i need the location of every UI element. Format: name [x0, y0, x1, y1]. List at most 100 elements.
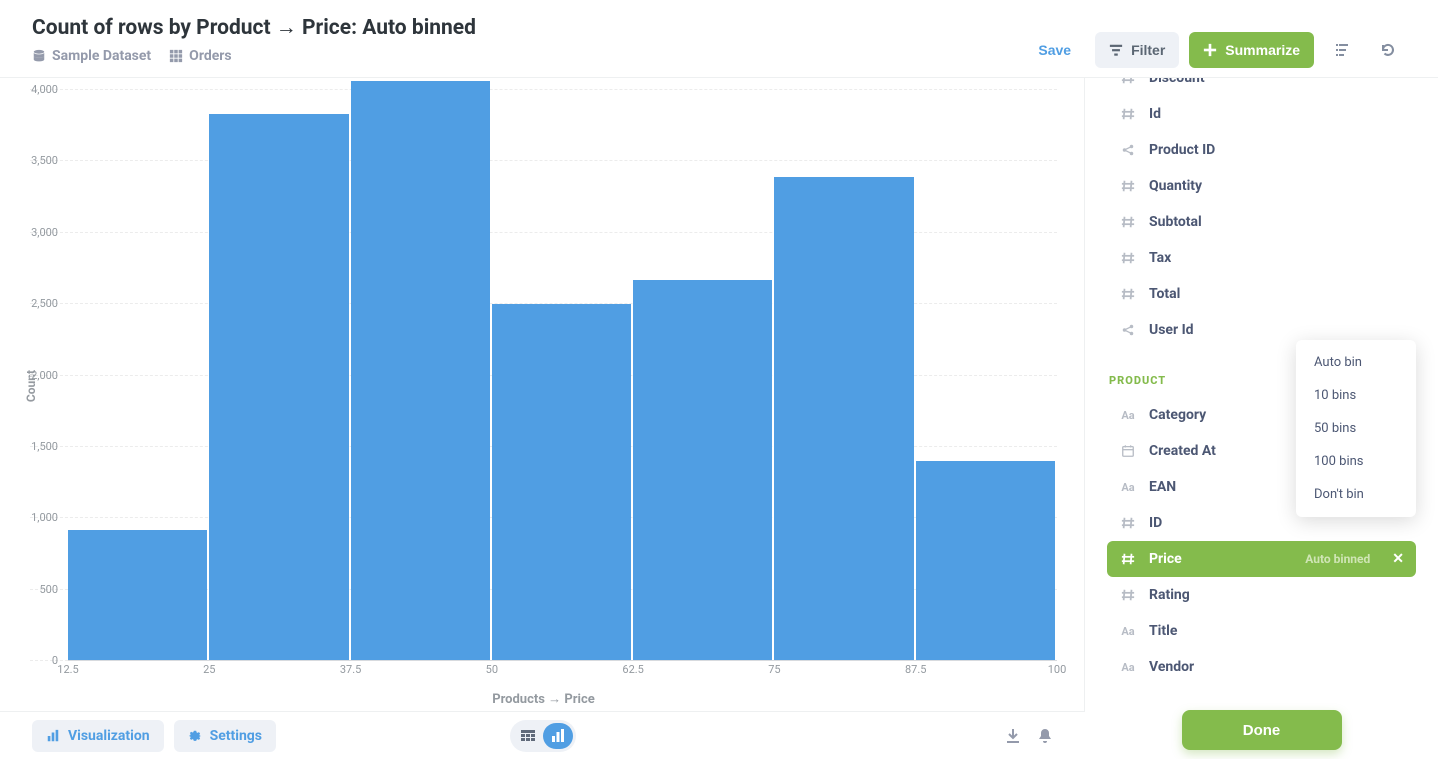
- hash-icon: [1119, 215, 1137, 229]
- bar-4[interactable]: [633, 280, 772, 661]
- summarize-button[interactable]: Summarize: [1189, 32, 1314, 68]
- field-quantity[interactable]: Quantity: [1107, 168, 1416, 204]
- bar-1[interactable]: [209, 114, 348, 661]
- field-subtotal[interactable]: Subtotal: [1107, 204, 1416, 240]
- refresh-icon[interactable]: [1370, 32, 1406, 68]
- field-label: Price: [1149, 551, 1182, 567]
- header-actions: Save Filter Summarize: [1024, 16, 1406, 77]
- visualization-button[interactable]: Visualization: [32, 720, 164, 752]
- field-label: Quantity: [1149, 178, 1202, 194]
- bar-0[interactable]: [68, 530, 207, 661]
- field-label: EAN: [1149, 479, 1176, 495]
- table-breadcrumb[interactable]: Orders: [169, 48, 231, 64]
- bar-chart-icon: [46, 729, 60, 743]
- table-icon: [520, 728, 536, 744]
- chart-inner: Count 05001,0001,5002,0002,5003,0003,500…: [30, 90, 1057, 681]
- footer-right: [1005, 728, 1053, 744]
- plus-icon: [1203, 43, 1217, 57]
- field-id[interactable]: Id: [1107, 96, 1416, 132]
- field-total[interactable]: Total: [1107, 276, 1416, 312]
- dataset-label: Sample Dataset: [52, 48, 151, 64]
- field-product-id[interactable]: Product ID: [1107, 132, 1416, 168]
- bin-option-50-bins[interactable]: 50 bins: [1296, 412, 1416, 445]
- field-label: Subtotal: [1149, 214, 1202, 230]
- aa-icon: Aa: [1119, 625, 1137, 638]
- bin-option-10-bins[interactable]: 10 bins: [1296, 379, 1416, 412]
- x-tick-12.5: 12.5: [57, 663, 78, 676]
- dataset-breadcrumb[interactable]: Sample Dataset: [32, 48, 151, 64]
- aa-icon: Aa: [1119, 661, 1137, 674]
- x-axis-title: Products → Price: [492, 691, 595, 707]
- bin-option-100-bins[interactable]: 100 bins: [1296, 445, 1416, 478]
- hash-icon: [1119, 516, 1137, 530]
- field-label: Tax: [1149, 250, 1171, 266]
- field-title[interactable]: Aa Title: [1107, 613, 1416, 649]
- x-tick-100: 100: [1048, 663, 1067, 676]
- filter-label: Filter: [1131, 42, 1165, 58]
- field-label: Discount: [1149, 78, 1205, 86]
- bar-5[interactable]: [774, 177, 913, 661]
- bin-badge[interactable]: Auto binned: [1305, 552, 1370, 566]
- visualization-label: Visualization: [68, 728, 150, 744]
- chart-icon: [550, 728, 566, 744]
- chart-view-button[interactable]: [543, 723, 573, 749]
- header-left: Count of rows by Product → Price: Auto b…: [32, 16, 476, 77]
- x-tick-37.5: 37.5: [340, 663, 361, 676]
- table-grid-icon: [169, 49, 183, 63]
- field-label: Rating: [1149, 587, 1190, 603]
- field-tax[interactable]: Tax: [1107, 240, 1416, 276]
- header: Count of rows by Product → Price: Auto b…: [0, 0, 1438, 78]
- footer: Visualization Settings: [0, 711, 1085, 759]
- database-icon: [32, 49, 46, 63]
- page-title: Count of rows by Product → Price: Auto b…: [32, 16, 476, 40]
- bar-6[interactable]: [916, 461, 1055, 661]
- field-label: Vendor: [1149, 659, 1194, 675]
- share-icon: [1119, 143, 1137, 157]
- bar-2[interactable]: [351, 81, 490, 661]
- field-label: Id: [1149, 106, 1161, 122]
- table-label: Orders: [189, 48, 231, 64]
- x-ticks: 12.52537.55062.57587.5100: [68, 663, 1057, 679]
- settings-label: Settings: [210, 728, 262, 744]
- bell-icon[interactable]: [1037, 728, 1053, 744]
- field-price[interactable]: Price Auto binned ✕: [1107, 541, 1416, 577]
- close-icon[interactable]: ✕: [1392, 551, 1404, 567]
- bar-3[interactable]: [492, 304, 631, 661]
- bin-option-auto-bin[interactable]: Auto bin: [1296, 346, 1416, 379]
- aa-icon: Aa: [1119, 409, 1137, 422]
- field-label: Created At: [1149, 443, 1216, 459]
- hash-icon: [1119, 287, 1137, 301]
- settings-button[interactable]: Settings: [174, 720, 276, 752]
- field-label: User Id: [1149, 322, 1194, 338]
- done-button[interactable]: Done: [1182, 710, 1342, 750]
- table-view-button[interactable]: [513, 723, 543, 749]
- bars: [68, 90, 1057, 661]
- field-label: Total: [1149, 286, 1180, 302]
- bin-popover: Auto bin10 bins50 bins100 binsDon't bin: [1296, 340, 1416, 517]
- cal-icon: [1119, 444, 1137, 458]
- filter-button[interactable]: Filter: [1095, 32, 1179, 68]
- sort-icon[interactable]: [1324, 32, 1360, 68]
- summarize-label: Summarize: [1225, 42, 1300, 58]
- filter-icon: [1109, 43, 1123, 57]
- download-icon[interactable]: [1005, 728, 1021, 744]
- chart-area: Count 05001,0001,5002,0002,5003,0003,500…: [0, 78, 1085, 711]
- header-subline: Sample Dataset Orders: [32, 48, 476, 64]
- sidebar-footer: Done: [1085, 701, 1438, 759]
- footer-left: Visualization Settings: [32, 720, 276, 752]
- field-rating[interactable]: Rating: [1107, 577, 1416, 613]
- share-icon: [1119, 323, 1137, 337]
- x-tick-50: 50: [486, 663, 498, 676]
- baseline: [68, 660, 1057, 661]
- view-switcher: [510, 720, 576, 752]
- save-button[interactable]: Save: [1024, 32, 1085, 68]
- field-vendor[interactable]: Aa Vendor: [1107, 649, 1416, 685]
- field-label: Title: [1149, 623, 1177, 639]
- bin-option-don-t-bin[interactable]: Don't bin: [1296, 478, 1416, 511]
- hash-icon: [1119, 179, 1137, 193]
- aa-icon: Aa: [1119, 481, 1137, 494]
- hash-icon: [1119, 107, 1137, 121]
- plot: 05001,0001,5002,0002,5003,0003,5004,000 …: [68, 90, 1057, 661]
- field-discount[interactable]: Discount: [1107, 78, 1416, 96]
- hash-icon: [1119, 552, 1137, 566]
